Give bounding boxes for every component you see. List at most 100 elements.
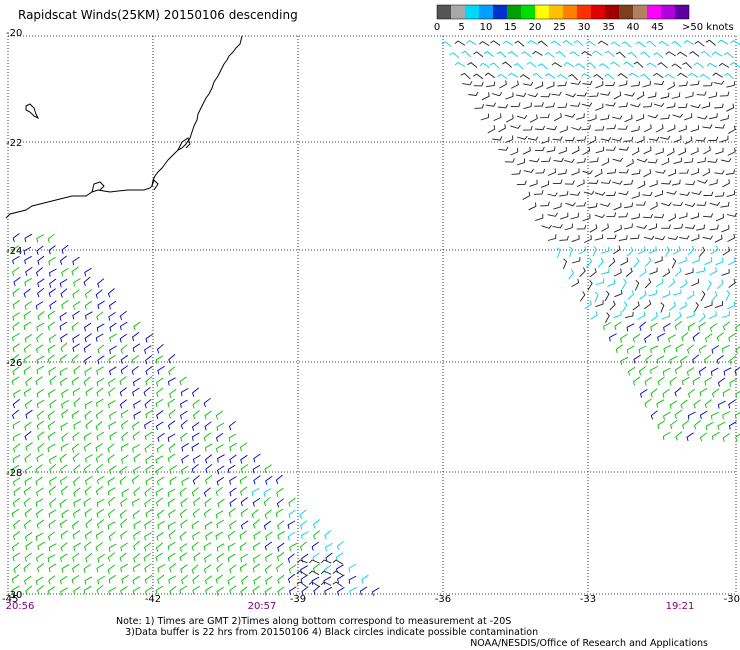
legend-swatch [675,5,689,19]
lat-lon-grid [7,35,737,595]
wind-barb [216,422,225,431]
wind-barb [133,400,141,409]
wind-barb [559,125,568,133]
wind-barb [72,310,80,320]
wind-barb [36,234,44,243]
wind-barb [633,61,644,68]
wind-barb [61,409,69,419]
wind-barb [648,136,660,141]
wind-barb [712,72,723,78]
wind-barb [573,40,584,47]
wind-barb [709,179,718,186]
wind-barb [240,486,248,496]
wind-barb [37,431,45,441]
wind-barb [133,486,141,497]
wind-barb [510,124,521,129]
wind-barb [36,355,45,365]
wind-barb [667,81,675,90]
wind-barb [618,102,628,108]
wind-barb [588,179,599,184]
wind-barb [24,255,32,265]
wind-barb [576,201,586,207]
longitude-label: -30 [724,594,740,605]
wind-barb [359,586,368,596]
wind-barb [131,475,140,485]
wind-barb [229,476,237,485]
wind-barb [277,574,285,584]
wind-barb [83,442,92,452]
wind-barb [662,388,670,398]
wind-barb [108,496,116,507]
wind-barb [61,244,69,254]
wind-barb [35,344,44,354]
wind-barb [275,508,284,518]
wind-barb [686,367,695,376]
wind-barb [83,463,91,474]
wind-barb [24,399,33,409]
wind-barb [704,354,712,364]
wind-barb [654,190,663,198]
wind-barb [588,136,597,145]
wind-barb [617,73,628,79]
wind-barb [13,443,21,453]
wind-barb [612,180,623,185]
wind-barb [507,72,519,78]
wind-barb [85,311,93,320]
wind-barb [332,581,343,587]
wind-barb [668,278,676,288]
wind-barb [726,81,736,88]
wind-barb [693,62,704,69]
wind-barb [25,442,33,452]
wind-barb [204,443,213,452]
wind-barb [728,278,736,288]
wind-barb [564,180,575,185]
wind-barb [699,410,708,420]
latitude-label: -20 [6,28,22,39]
wind-barb [107,552,115,562]
wind-barb [727,147,736,156]
wind-barb [716,332,724,342]
wind-barb [490,62,500,69]
wind-barb [37,311,45,321]
wind-barb [240,497,248,507]
wind-barb [36,410,44,420]
wind-barb [120,420,129,430]
wind-barb [691,256,700,264]
wind-barb [618,146,630,151]
wind-barb [24,233,33,243]
wind-barb [83,343,91,353]
wind-barb [604,73,615,80]
wind-barb [169,388,177,398]
wind-barb [321,559,332,564]
wind-barb [264,541,273,551]
wind-barb [24,431,32,441]
wind-barb [120,344,128,354]
wind-barb [565,93,576,98]
wind-barb [264,586,273,596]
wind-barb [96,431,105,441]
wind-barb [253,575,261,585]
wind-barb [582,80,593,85]
wind-barb [12,399,20,409]
wind-barb [562,40,573,46]
wind-barb [119,399,127,409]
wind-barb [131,355,140,364]
wind-barb [145,409,153,419]
wind-barb [657,420,665,430]
wind-barb [155,585,164,595]
wind-barb [635,114,645,122]
wind-barb [23,388,32,397]
wind-barb [12,552,21,562]
wind-barb [73,542,81,552]
wind-barb [473,51,484,58]
wind-barb [251,487,260,497]
wind-barb [144,443,152,453]
wind-barb [594,191,606,196]
wind-barb [107,508,116,518]
wind-barb [179,531,187,541]
wind-barb [97,355,105,365]
wind-barb [722,246,731,256]
wind-barb [95,421,103,431]
wind-barb [690,125,699,133]
wind-barb [551,62,563,68]
